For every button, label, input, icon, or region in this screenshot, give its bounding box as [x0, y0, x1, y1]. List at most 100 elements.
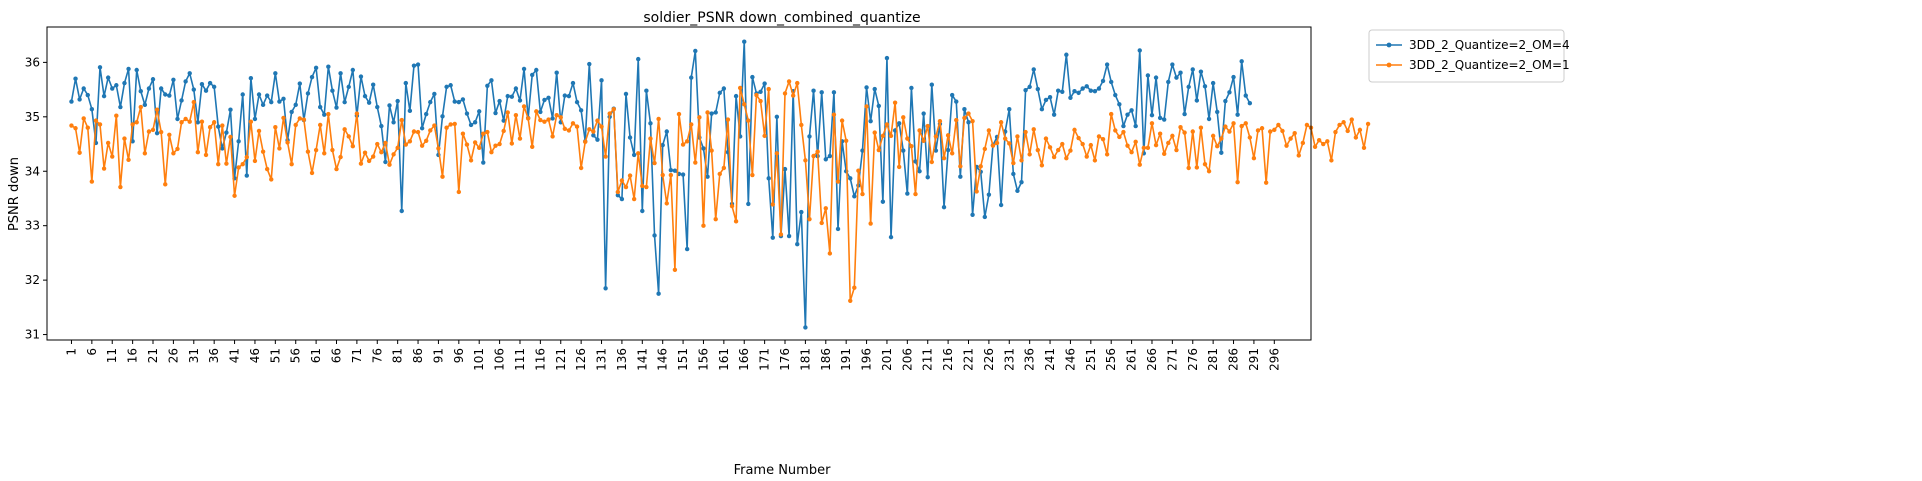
data-point — [913, 159, 918, 164]
data-point — [1178, 70, 1183, 75]
data-point — [362, 150, 368, 155]
data-point — [1231, 121, 1236, 126]
data-point — [1251, 155, 1257, 161]
data-point — [179, 120, 184, 125]
data-point — [636, 56, 641, 62]
data-point — [619, 196, 625, 202]
data-point — [448, 83, 453, 88]
x-tick-label: 181 — [798, 348, 812, 371]
data-point — [1092, 158, 1098, 163]
data-point — [1312, 144, 1318, 149]
data-point — [1145, 145, 1151, 151]
data-point — [105, 75, 111, 80]
data-point — [273, 71, 278, 76]
data-point — [1223, 98, 1228, 104]
data-point — [954, 117, 959, 123]
data-point — [216, 124, 221, 129]
data-point — [750, 172, 755, 178]
data-point — [1284, 143, 1289, 148]
data-point — [680, 172, 686, 177]
data-point — [937, 118, 943, 124]
data-point — [1206, 116, 1212, 122]
data-point — [1137, 48, 1142, 53]
data-point — [391, 120, 396, 125]
data-point — [1235, 179, 1240, 185]
data-point — [338, 71, 343, 76]
data-point — [835, 179, 841, 184]
data-point — [477, 145, 482, 151]
data-point — [407, 139, 413, 144]
data-point — [1027, 84, 1032, 90]
plot-frame — [46, 26, 1312, 341]
data-point — [954, 99, 959, 104]
data-point — [399, 208, 404, 214]
data-point — [505, 110, 510, 115]
data-point — [419, 143, 425, 148]
data-point — [1137, 162, 1142, 167]
x-axis: 1 6 11 16 21 26 31 36 41 46 51 56 61 66 71 76 81 86 91 96 10… — [64, 340, 1281, 371]
data-point — [766, 176, 771, 181]
data-point — [432, 123, 437, 128]
data-point — [574, 124, 580, 129]
data-point — [1007, 107, 1012, 112]
data-point — [1215, 109, 1220, 115]
data-point — [733, 219, 739, 224]
data-point — [69, 99, 74, 104]
data-point — [1113, 92, 1118, 98]
x-tick-label: 271 — [1165, 348, 1179, 371]
data-point — [815, 149, 820, 154]
data-point — [313, 65, 319, 71]
data-point — [509, 94, 515, 99]
data-point — [737, 85, 743, 91]
data-point — [240, 92, 245, 97]
data-point — [493, 143, 498, 148]
data-point — [713, 110, 718, 115]
data-point — [1329, 158, 1334, 163]
data-point — [1011, 160, 1016, 166]
data-point — [1157, 115, 1163, 121]
data-point — [424, 111, 429, 117]
data-point — [742, 102, 747, 107]
data-point — [220, 123, 225, 128]
data-point — [1096, 134, 1102, 139]
data-point — [693, 160, 698, 165]
x-tick-label: 291 — [1247, 348, 1261, 371]
data-point — [521, 104, 527, 109]
data-point — [1068, 148, 1073, 153]
data-point — [542, 97, 547, 103]
data-point — [693, 48, 698, 54]
x-tick-label: 186 — [819, 348, 833, 371]
series-line — [70, 40, 1251, 329]
data-point — [615, 189, 621, 195]
data-point — [884, 122, 890, 127]
x-tick-label: 166 — [737, 348, 751, 371]
data-point — [309, 170, 315, 176]
data-point — [313, 147, 319, 153]
data-point — [1272, 127, 1277, 133]
data-point — [1109, 111, 1114, 117]
data-point — [505, 93, 510, 99]
data-point — [941, 155, 947, 161]
data-point — [721, 86, 727, 91]
data-point — [1259, 126, 1265, 131]
data-point — [990, 143, 996, 148]
data-point — [452, 99, 457, 104]
data-point — [130, 122, 135, 127]
data-point — [260, 102, 266, 108]
data-point — [1084, 84, 1089, 89]
data-point — [1015, 134, 1020, 139]
x-tick-label: 111 — [513, 348, 527, 371]
data-point — [913, 191, 918, 197]
data-point — [1345, 128, 1350, 134]
data-point — [1080, 86, 1085, 91]
data-point — [892, 100, 898, 105]
data-point — [183, 116, 188, 122]
data-point — [101, 166, 107, 171]
data-point — [244, 154, 249, 160]
data-point — [1280, 128, 1285, 134]
data-point — [1227, 90, 1232, 95]
data-point — [530, 72, 535, 78]
x-tick-label: 31 — [187, 348, 201, 363]
data-point — [676, 111, 682, 117]
data-point — [786, 79, 792, 84]
